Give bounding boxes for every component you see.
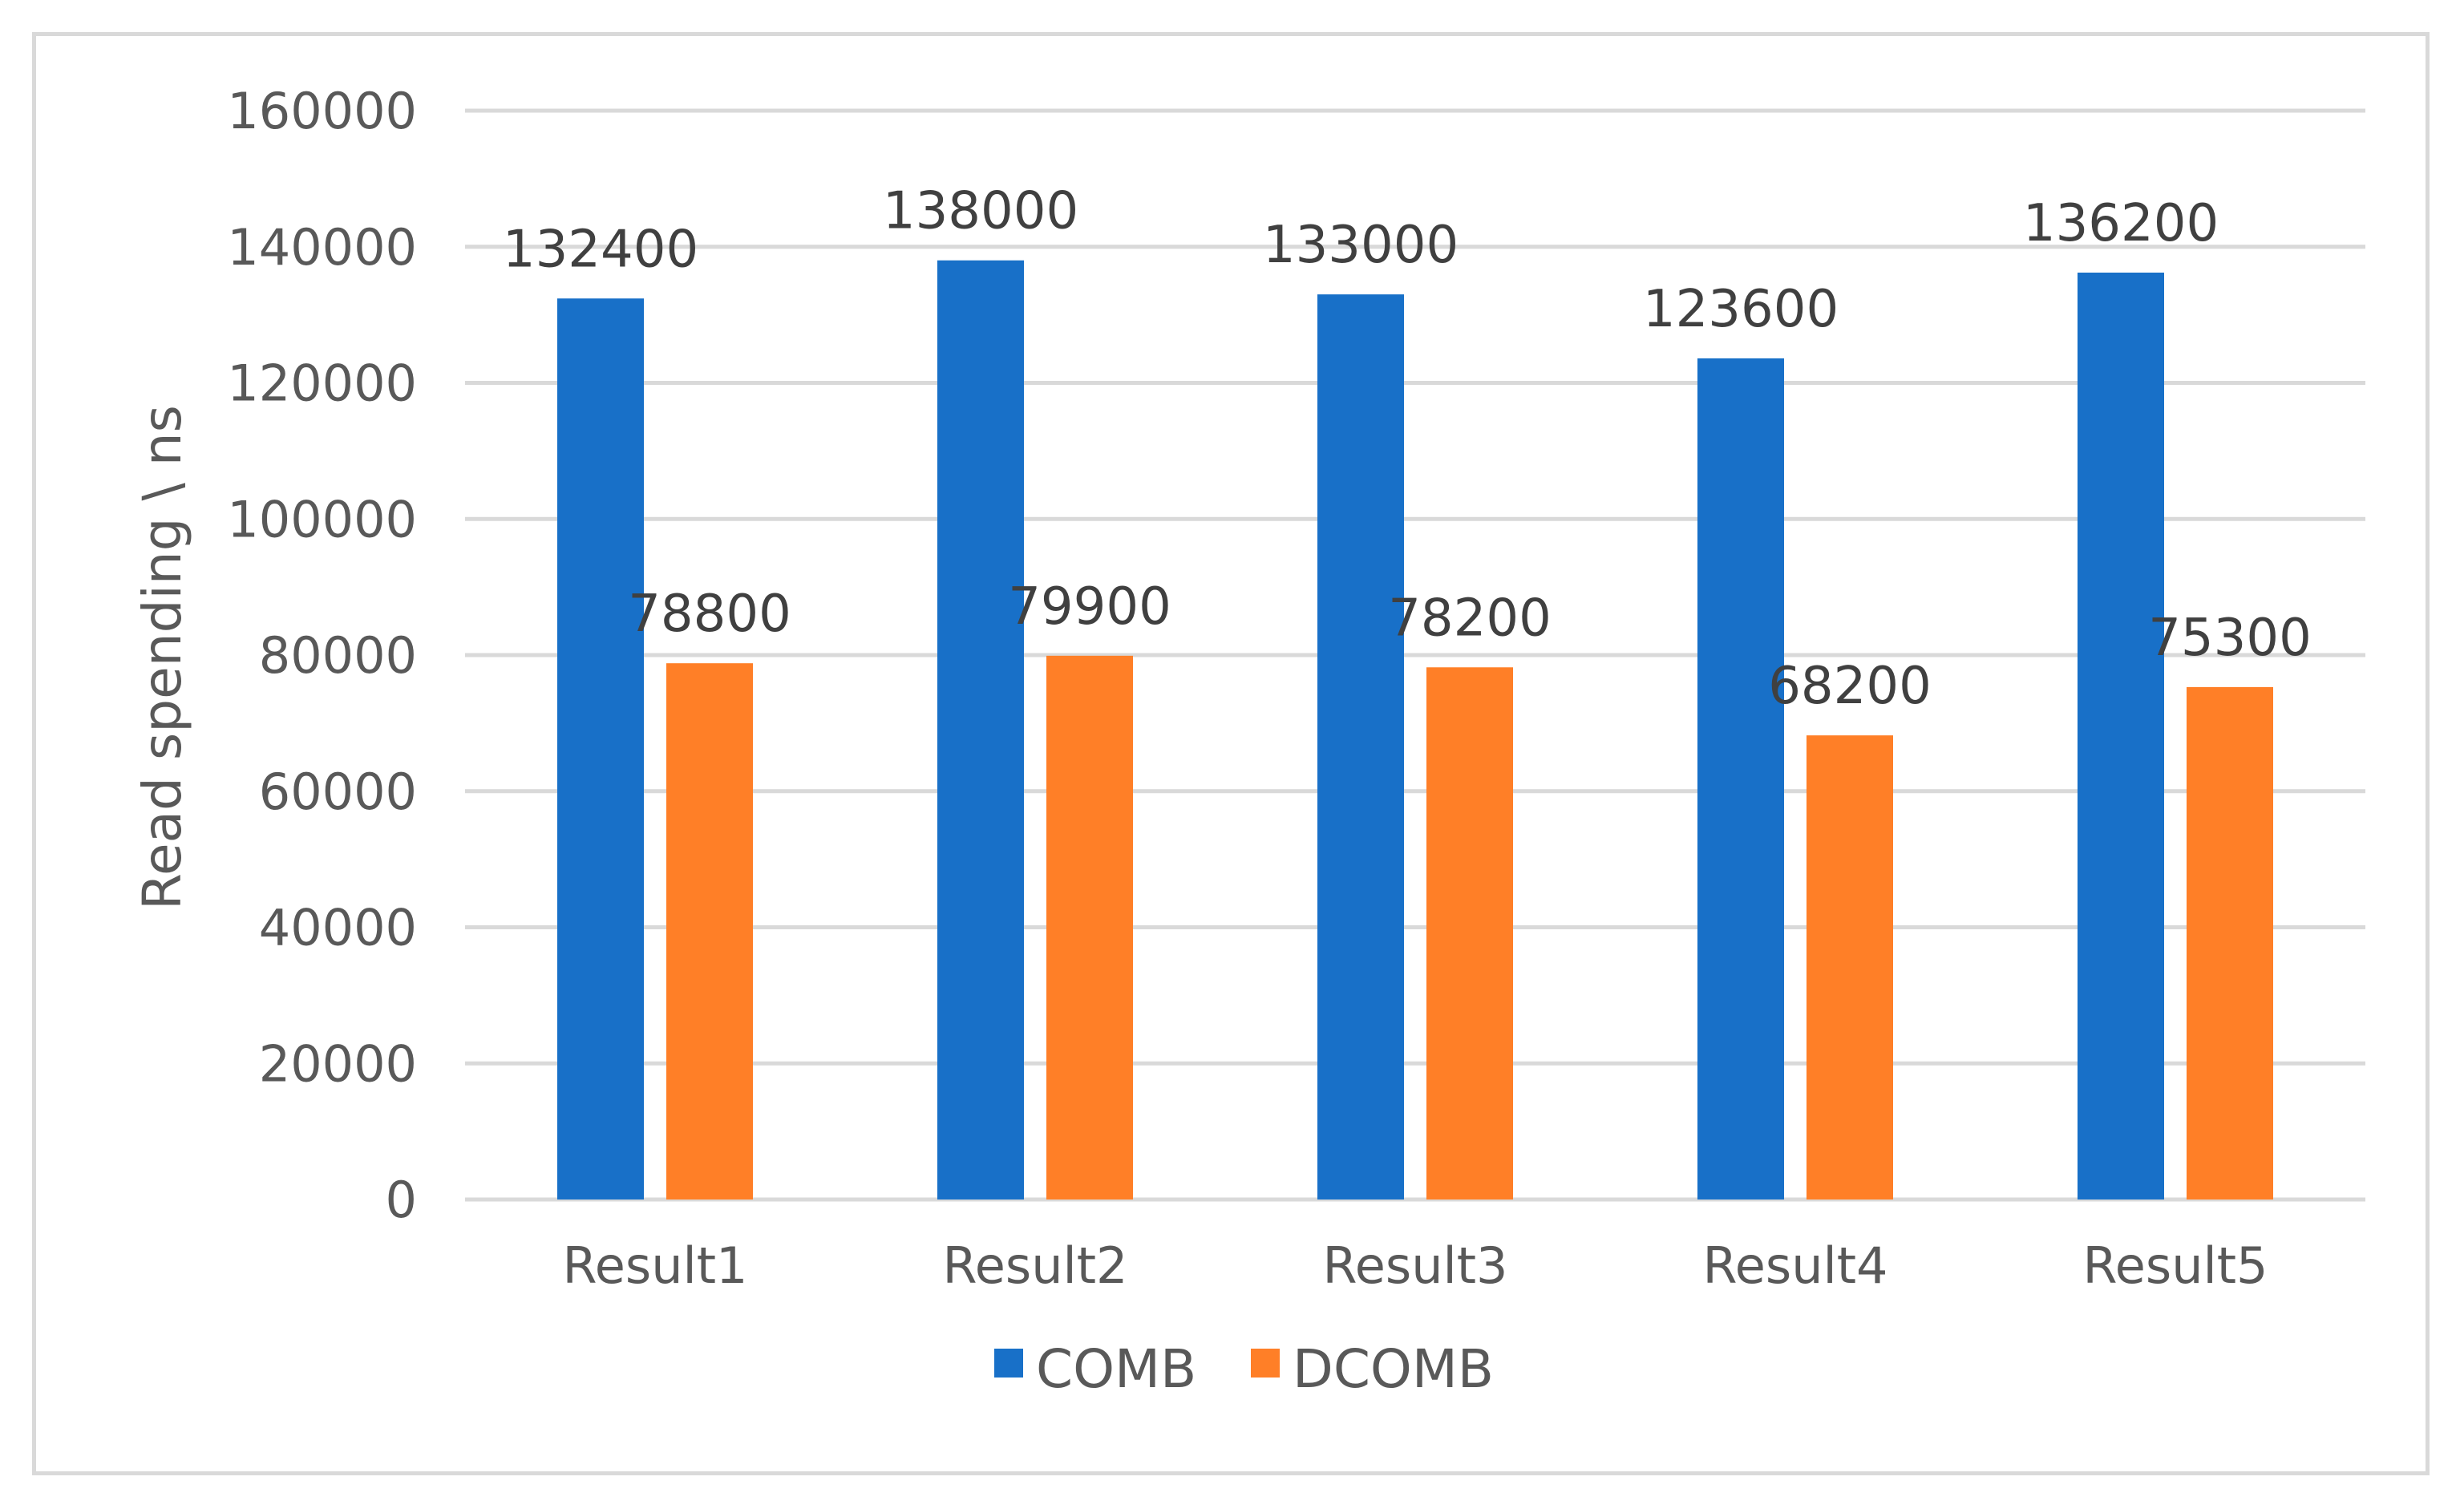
bar-comb-result1: [557, 298, 644, 1200]
bar-dcomb-result1: [666, 663, 753, 1200]
y-tick-label: 160000: [227, 82, 417, 140]
data-label: 136200: [2023, 194, 2219, 253]
legend-label-dcomb: DCOMB: [1293, 1338, 1494, 1400]
y-tick-label: 120000: [227, 354, 417, 413]
legend-label-comb: COMB: [1036, 1338, 1196, 1400]
data-label: 133000: [1263, 216, 1459, 275]
bar-comb-result4: [1697, 358, 1784, 1200]
y-tick-label: 20000: [259, 1034, 417, 1093]
bars: [557, 260, 2273, 1200]
data-label: 78200: [1388, 589, 1552, 648]
bar-dcomb-result2: [1046, 655, 1133, 1200]
x-tick-label: Result2: [942, 1236, 1127, 1295]
bar-comb-result5: [2078, 273, 2164, 1200]
y-tick-label: 80000: [259, 626, 417, 685]
legend: COMB DCOMB: [994, 1338, 1494, 1400]
data-labels: 132400 78800 138000 79900 133000 78200 123600 6…: [503, 182, 2312, 716]
bar-dcomb-result4: [1807, 735, 1893, 1200]
y-tick-label: 140000: [227, 218, 417, 277]
y-tick-label: 0: [386, 1171, 417, 1229]
bar-dcomb-result5: [2187, 686, 2273, 1200]
data-label: 123600: [1643, 280, 1839, 339]
gridlines: [465, 108, 2365, 1202]
data-label: 75300: [2148, 609, 2312, 668]
data-label: 68200: [1768, 657, 1932, 716]
data-label: 138000: [883, 182, 1078, 241]
legend-swatch-dcomb: [1251, 1349, 1280, 1378]
x-tick-label: Result1: [562, 1236, 747, 1295]
data-label: 79900: [1008, 577, 1171, 637]
data-label: 78800: [628, 585, 791, 644]
data-label: 132400: [503, 220, 698, 279]
y-tick-label: 40000: [259, 899, 417, 957]
x-axis-tick-labels: Result1 Result2 Result3 Result4 Result5: [562, 1236, 2268, 1295]
x-tick-label: Result3: [1322, 1236, 1507, 1295]
x-tick-label: Result4: [1702, 1236, 1887, 1295]
chart-frame: [32, 32, 2430, 1475]
bar-comb-result3: [1317, 294, 1404, 1200]
y-tick-label: 100000: [227, 490, 417, 548]
y-axis-tick-labels: 0 20000 40000 60000 80000 100000 120000 140000 1…: [227, 82, 417, 1229]
y-axis-title: Read spending \ ns: [131, 405, 193, 910]
legend-swatch-comb: [994, 1349, 1023, 1378]
x-tick-label: Result5: [2082, 1236, 2268, 1295]
bar-comb-result2: [937, 260, 1024, 1200]
bar-dcomb-result3: [1426, 667, 1513, 1200]
y-tick-label: 60000: [259, 763, 417, 821]
